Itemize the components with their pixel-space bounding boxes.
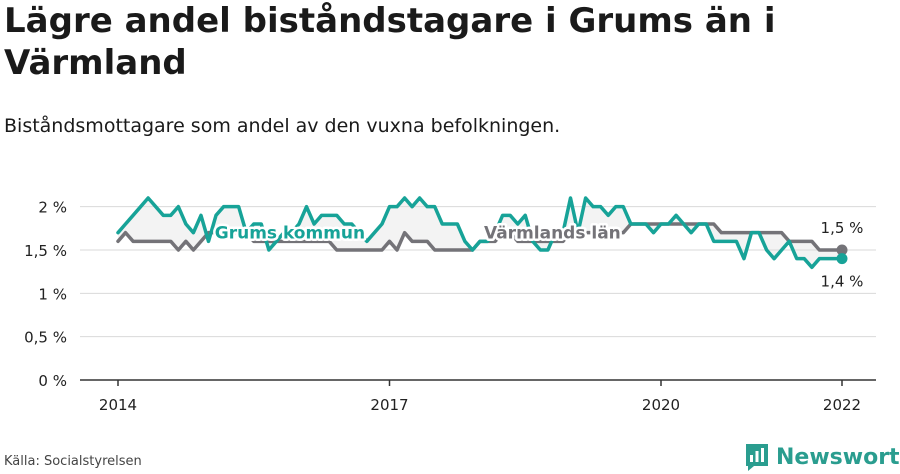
grid [80, 206, 876, 338]
brand-name: Newsworthy [776, 444, 900, 470]
series-line-grums [116, 196, 844, 270]
x-tick-label-0: 2014 [99, 396, 137, 414]
y-tick-label-3: 1,5 % [24, 242, 67, 260]
end-point-varmland [836, 244, 848, 256]
x-tick-label-2: 2020 [642, 396, 680, 414]
y-tick-label-0: 0 % [38, 372, 67, 390]
series [116, 196, 848, 270]
x-tick-label-3: 2022 [823, 396, 861, 414]
chart-subtitle: Biståndsmottagare som andel av den vuxna… [4, 115, 561, 137]
series-label-0: Grums kommun [215, 224, 365, 244]
newsworthy-logo-icon [746, 444, 768, 471]
series-label-halo-1: Värmlands län [484, 224, 621, 244]
end-label-varmland: 1,5 % [821, 219, 864, 237]
axes: 0 % 0,5 % 1 % 1,5 % 2 % 2014 2017 2020 2022 [24, 199, 876, 414]
y-tick-label-1: 0,5 % [24, 329, 67, 347]
line-chart: 0 % 0,5 % 1 % 1,5 % 2 % 2014 2017 2020 2022 1,5 … [24, 196, 876, 414]
chart-title: Lägre andel biståndstagare i Grums än i … [4, 1, 776, 83]
y-tick-label-4: 2 % [38, 199, 67, 217]
end-label-grums: 1,4 % [821, 273, 864, 291]
end-point-grums [836, 253, 848, 265]
source-note: Källa: Socialstyrelsen [4, 454, 142, 469]
series-label-1: Värmlands län [484, 224, 621, 244]
y-tick-label-2: 1 % [38, 285, 67, 303]
brand-logo: Newsworthy [744, 440, 900, 474]
series-label-halo-0: Grums kommun [215, 224, 365, 244]
x-tick-label-1: 2017 [370, 396, 408, 414]
